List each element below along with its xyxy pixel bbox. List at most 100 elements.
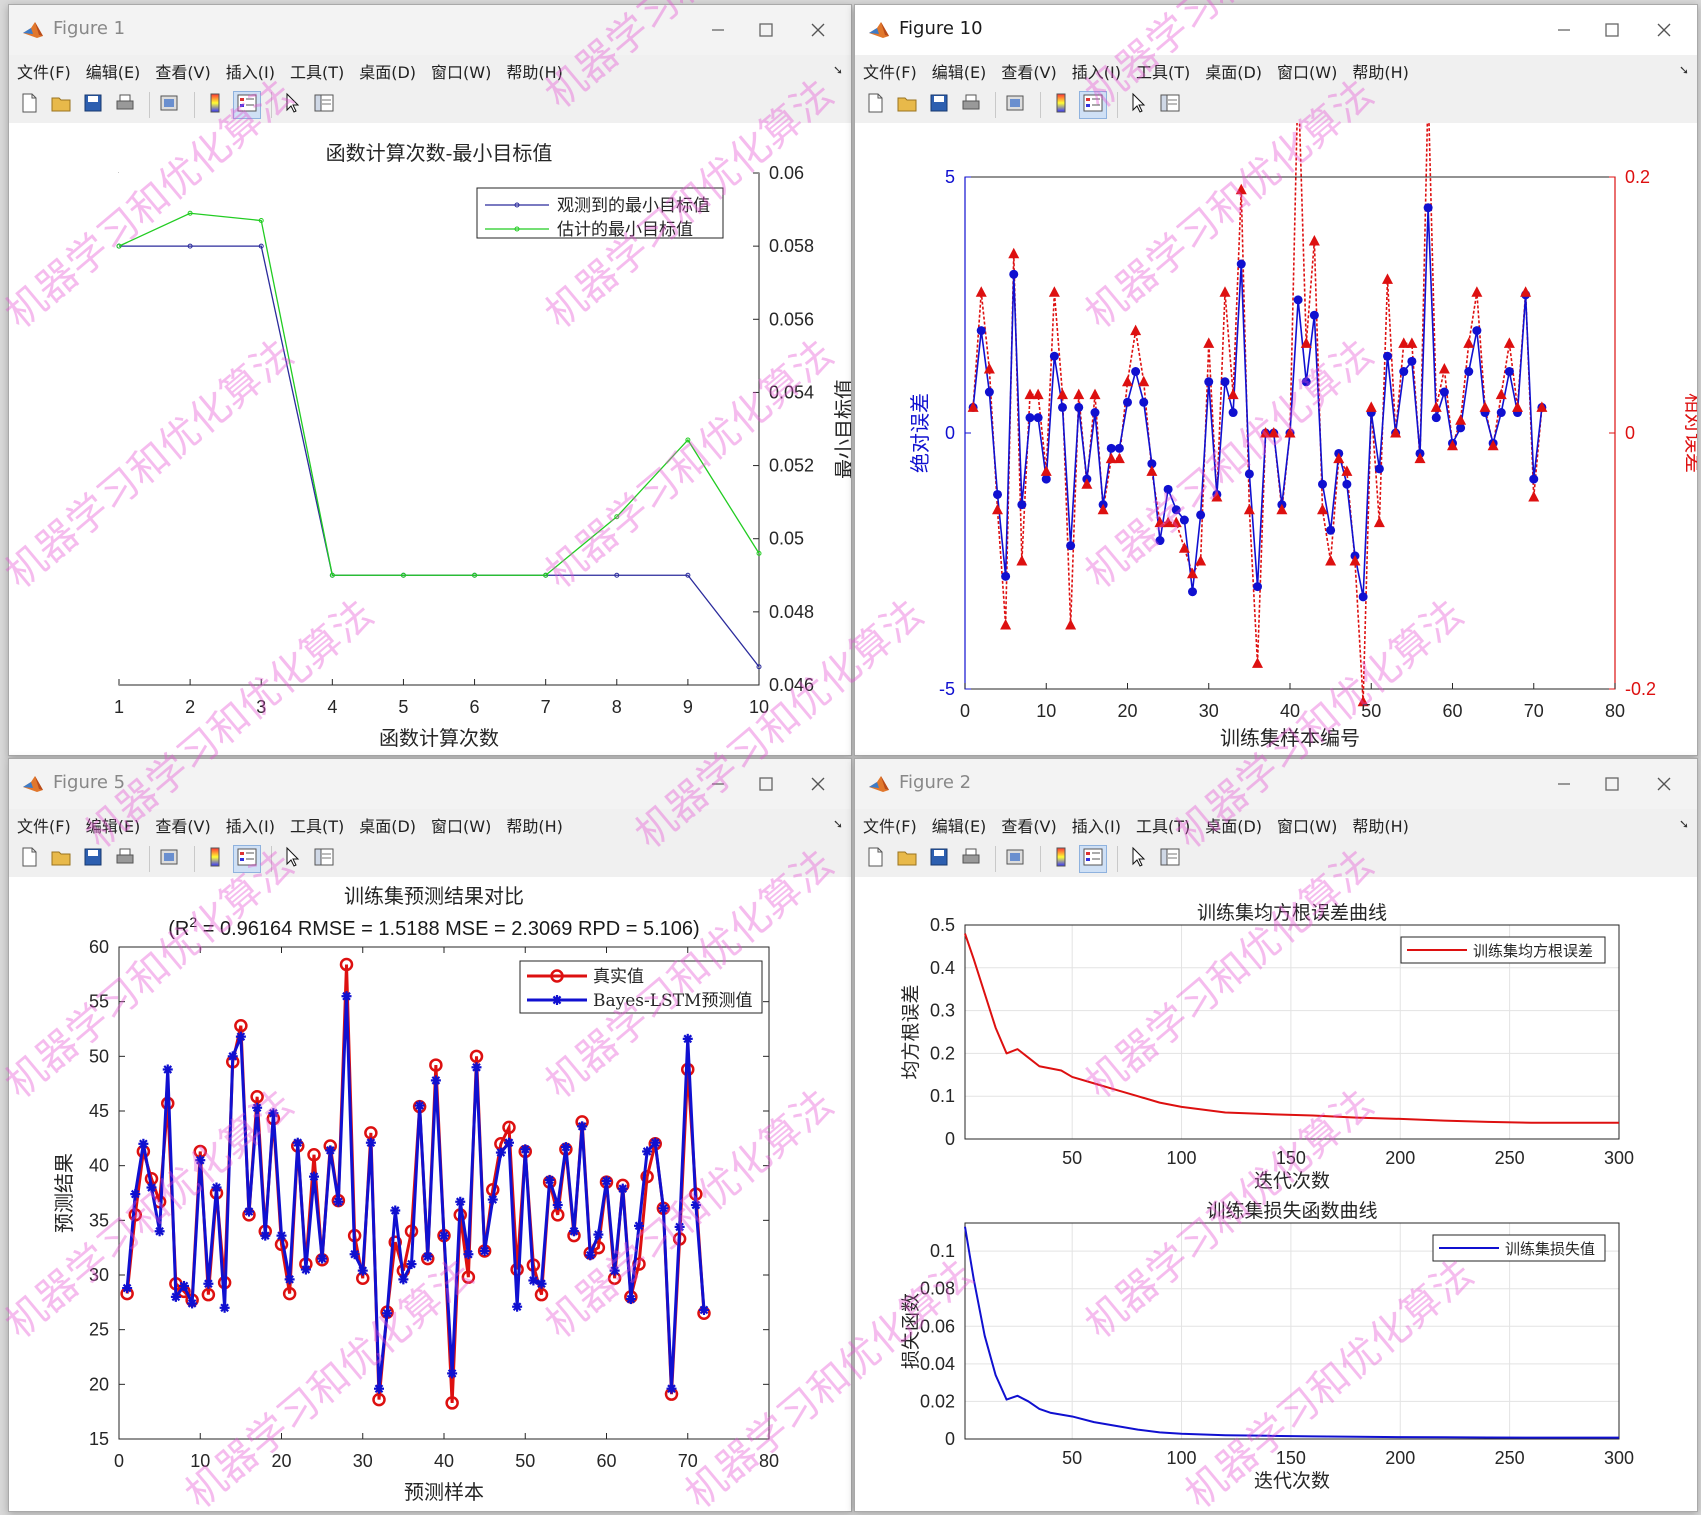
save-button[interactable] xyxy=(925,845,953,873)
save-button[interactable] xyxy=(79,91,107,119)
colorbar-button[interactable] xyxy=(201,845,229,873)
true-value-point xyxy=(307,1147,321,1162)
menu-window[interactable]: 窗口(W) xyxy=(431,63,492,82)
title-bar[interactable]: Figure 5 xyxy=(9,759,851,809)
menu-insert[interactable]: 插入(I) xyxy=(1071,63,1121,82)
fig10-window[interactable]: Figure 10 文件(F) 编辑(E) 查看(V) 插入(I) 工具(T) 桌面(D)… xyxy=(854,4,1698,756)
menu-view[interactable]: 查看(V) xyxy=(155,817,211,836)
legend-button[interactable] xyxy=(233,845,261,873)
property-inspector-button[interactable] xyxy=(1156,91,1184,119)
close-button[interactable] xyxy=(805,17,831,43)
maximize-button[interactable] xyxy=(753,17,779,43)
menu-help[interactable]: 帮助(H) xyxy=(506,817,563,836)
print-preview-button[interactable] xyxy=(156,91,184,119)
close-button[interactable] xyxy=(1651,771,1677,797)
open-folder-button[interactable] xyxy=(47,91,75,119)
maximize-button[interactable] xyxy=(753,771,779,797)
print-preview-button[interactable] xyxy=(1002,91,1030,119)
new-file-button[interactable] xyxy=(15,845,43,873)
print-button[interactable] xyxy=(957,91,985,119)
title-bar[interactable]: Figure 2 xyxy=(855,759,1697,809)
print-preview-button[interactable] xyxy=(156,845,184,873)
dock-arrow-icon[interactable]: ➘ xyxy=(1678,817,1689,831)
menu-insert[interactable]: 插入(I) xyxy=(225,817,275,836)
close-button[interactable] xyxy=(1651,17,1677,43)
close-button[interactable] xyxy=(805,771,831,797)
save-button[interactable] xyxy=(925,91,953,119)
menu-window[interactable]: 窗口(W) xyxy=(1277,63,1338,82)
new-file-button[interactable] xyxy=(861,91,889,119)
menu-edit[interactable]: 编辑(E) xyxy=(931,63,987,82)
menu-desktop[interactable]: 桌面(D) xyxy=(1205,63,1263,82)
open-folder-button[interactable] xyxy=(893,845,921,873)
pointer-button[interactable] xyxy=(1124,845,1152,873)
menu-edit[interactable]: 编辑(E) xyxy=(931,817,987,836)
legend-button[interactable] xyxy=(233,91,261,119)
menu-view[interactable]: 查看(V) xyxy=(1001,63,1057,82)
property-inspector-button[interactable] xyxy=(310,845,338,873)
menu-help[interactable]: 帮助(H) xyxy=(1352,63,1409,82)
legend[interactable]: 训练集损失值 xyxy=(1432,1234,1606,1262)
menu-help[interactable]: 帮助(H) xyxy=(1352,817,1409,836)
colorbar-button[interactable] xyxy=(201,91,229,119)
dock-arrow-icon[interactable]: ➘ xyxy=(832,817,843,831)
menu-view[interactable]: 查看(V) xyxy=(155,63,211,82)
menu-help[interactable]: 帮助(H) xyxy=(506,63,563,82)
menu-desktop[interactable]: 桌面(D) xyxy=(1205,817,1263,836)
legend[interactable]: 真实值 Bayes-LSTM预测值 xyxy=(519,960,763,1014)
fig2-window[interactable]: Figure 2 文件(F) 编辑(E) 查看(V) 插入(I) 工具(T) 桌面(D) 窗… xyxy=(854,758,1698,1512)
legend-button[interactable] xyxy=(1079,91,1107,119)
pointer-button[interactable] xyxy=(278,91,306,119)
relative-error-point xyxy=(1057,388,1068,400)
menu-view[interactable]: 查看(V) xyxy=(1001,817,1057,836)
print-button[interactable] xyxy=(111,91,139,119)
minimize-button[interactable] xyxy=(705,771,731,797)
property-inspector-button[interactable] xyxy=(310,91,338,119)
colorbar-button[interactable] xyxy=(1047,91,1075,119)
print-button[interactable] xyxy=(111,845,139,873)
pointer-button[interactable] xyxy=(278,845,306,873)
menu-file[interactable]: 文件(F) xyxy=(17,817,71,836)
save-button[interactable] xyxy=(79,845,107,873)
legend[interactable]: 训练集均方根误差 xyxy=(1400,936,1606,964)
legend-icon xyxy=(1082,846,1104,872)
fig1-window[interactable]: Figure 1 文件(F) 编辑(E) 查看(V) 插入(I) 工具(T) 桌面(D) 窗… xyxy=(8,4,852,756)
dock-arrow-icon[interactable]: ➘ xyxy=(1678,63,1689,77)
menu-file[interactable]: 文件(F) xyxy=(863,63,917,82)
menu-window[interactable]: 窗口(W) xyxy=(431,817,492,836)
menu-insert[interactable]: 插入(I) xyxy=(225,63,275,82)
menu-tools[interactable]: 工具(T) xyxy=(1135,63,1191,82)
legend-button[interactable] xyxy=(1079,845,1107,873)
fig5-window[interactable]: Figure 5 文件(F) 编辑(E) 查看(V) 插入(I) 工具(T) 桌面(D) 窗… xyxy=(8,758,852,1512)
menu-tools[interactable]: 工具(T) xyxy=(1135,817,1191,836)
menu-window[interactable]: 窗口(W) xyxy=(1277,817,1338,836)
new-file-button[interactable] xyxy=(861,845,889,873)
dock-arrow-icon[interactable]: ➘ xyxy=(832,63,843,77)
menu-insert[interactable]: 插入(I) xyxy=(1071,817,1121,836)
menu-tools[interactable]: 工具(T) xyxy=(289,63,345,82)
colorbar-button[interactable] xyxy=(1047,845,1075,873)
menu-file[interactable]: 文件(F) xyxy=(17,63,71,82)
menu-edit[interactable]: 编辑(E) xyxy=(85,817,141,836)
title-bar[interactable]: Figure 10 xyxy=(855,5,1697,55)
print-preview-button[interactable] xyxy=(1002,845,1030,873)
menu-tools[interactable]: 工具(T) xyxy=(289,817,345,836)
minimize-button[interactable] xyxy=(705,17,731,43)
pointer-button[interactable] xyxy=(1124,91,1152,119)
colorbar-icon xyxy=(204,846,226,872)
minimize-button[interactable] xyxy=(1551,771,1577,797)
maximize-button[interactable] xyxy=(1599,771,1625,797)
open-folder-button[interactable] xyxy=(47,845,75,873)
minimize-button[interactable] xyxy=(1551,17,1577,43)
menu-desktop[interactable]: 桌面(D) xyxy=(359,817,417,836)
menu-desktop[interactable]: 桌面(D) xyxy=(359,63,417,82)
print-button[interactable] xyxy=(957,845,985,873)
new-file-button[interactable] xyxy=(15,91,43,119)
menu-edit[interactable]: 编辑(E) xyxy=(85,63,141,82)
open-folder-button[interactable] xyxy=(893,91,921,119)
title-bar[interactable]: Figure 1 xyxy=(9,5,851,55)
menu-file[interactable]: 文件(F) xyxy=(863,817,917,836)
property-inspector-button[interactable] xyxy=(1156,845,1184,873)
maximize-button[interactable] xyxy=(1599,17,1625,43)
